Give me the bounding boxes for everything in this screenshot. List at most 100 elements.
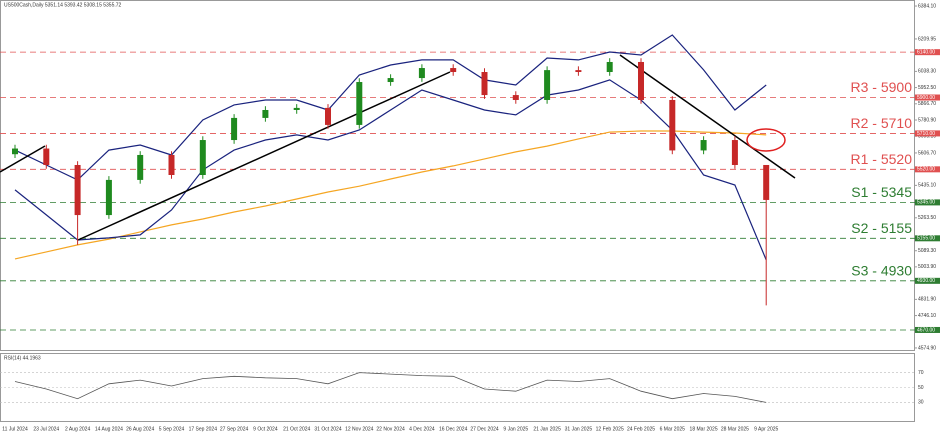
y-tick-label: 4746.10	[918, 313, 936, 319]
candle-body	[137, 154, 144, 180]
rsi-tick-label: 50	[918, 385, 924, 391]
candle-body	[325, 107, 331, 125]
x-tick-label: 12 Nov 2024	[345, 426, 374, 432]
y-tick-label: 5606.70	[918, 150, 936, 156]
level-tag-label: 4930.00	[917, 278, 935, 284]
x-tick-label: 11 Jul 2024	[2, 426, 28, 432]
candle-body	[763, 164, 770, 200]
candle-body	[12, 148, 18, 155]
level-tag-label: 6140.00	[917, 49, 935, 55]
level-tag-label: 5155.00	[917, 236, 935, 242]
chart-title: US500Cash,Daily 5351.14 5393.42 5308.15 …	[4, 2, 122, 8]
candle-body	[450, 68, 457, 73]
level-label: S3 - 4930	[851, 263, 912, 279]
candle-body	[43, 148, 50, 165]
level-tag	[915, 199, 940, 206]
candle-body	[731, 140, 738, 165]
highlight-ellipse	[746, 128, 786, 152]
x-tick-label: 26 Aug 2024	[126, 426, 154, 432]
rsi-tick-label: 70	[918, 370, 924, 376]
level-label: R2 - 5710	[851, 115, 913, 131]
level-tag	[915, 235, 940, 242]
y-tick-label: 5435.10	[918, 183, 936, 189]
x-tick-label: 17 Sep 2024	[189, 426, 218, 432]
level-label: S1 - 5345	[851, 184, 912, 200]
x-tick-label: 28 Mar 2025	[721, 426, 749, 432]
y-tick-label: 5003.90	[918, 264, 936, 270]
x-tick-label: 27 Dec 2024	[470, 426, 499, 432]
candle-body	[168, 154, 175, 175]
x-tick-label: 27 Sep 2024	[220, 426, 249, 432]
x-tick-label: 12 Feb 2025	[596, 426, 624, 432]
level-label: R1 - 5520	[851, 151, 913, 167]
x-tick-label: 31 Jan 2025	[565, 426, 593, 432]
x-tick-label: 6 Mar 2025	[660, 426, 686, 432]
y-tick-label: 6209.95	[918, 36, 936, 42]
x-tick-label: 21 Jan 2025	[533, 426, 561, 432]
level-tag-label: 5520.00	[917, 167, 935, 173]
level-tag	[915, 94, 940, 101]
candle-body	[606, 61, 613, 73]
overlay-line	[14, 79, 767, 261]
level-tag	[915, 166, 940, 173]
candle-body	[105, 179, 112, 216]
trend-line	[77, 71, 451, 241]
level-tag-label: 5900.00	[917, 95, 935, 101]
y-tick-label: 5263.50	[918, 215, 936, 221]
x-tick-label: 18 Mar 2025	[690, 426, 718, 432]
candle-body	[74, 164, 81, 216]
x-tick-label: 23 Jul 2024	[33, 426, 59, 432]
candle-body	[669, 99, 676, 151]
x-tick-label: 24 Feb 2025	[627, 426, 655, 432]
x-tick-label: 9 Apr 2025	[754, 426, 778, 432]
x-tick-label: 5 Sep 2024	[159, 426, 185, 432]
level-tag	[915, 49, 940, 56]
y-tick-label: 6384.10	[918, 3, 936, 9]
y-tick-label: 4831.90	[918, 297, 936, 303]
candle-body	[293, 107, 300, 110]
x-tick-label: 14 Aug 2024	[95, 426, 123, 432]
trend-lines	[0, 54, 796, 241]
x-tick-label: 31 Oct 2024	[314, 426, 341, 432]
y-tick-label: 5089.30	[918, 248, 936, 254]
y-tick-label: 6038.30	[918, 69, 936, 75]
level-tag	[915, 130, 940, 137]
candle-body	[418, 68, 425, 79]
rsi-line	[14, 372, 767, 403]
candle-body	[575, 70, 582, 73]
y-tick-label: 5952.50	[918, 85, 936, 91]
x-tick-label: 9 Jan 2025	[503, 426, 528, 432]
candle-body	[700, 140, 707, 151]
x-tick-label: 2 Aug 2024	[65, 426, 91, 432]
x-tick-label: 22 Nov 2024	[376, 426, 405, 432]
candle-body	[356, 82, 363, 125]
level-tag-label: 4670.00	[917, 327, 935, 333]
x-tick-label: 21 Oct 2024	[283, 426, 310, 432]
candle-body	[512, 95, 519, 100]
x-tick-label: 4 Dec 2024	[409, 426, 435, 432]
level-tag-label: 5345.00	[917, 200, 935, 206]
candle-body	[262, 109, 269, 118]
y-tick-label: 5695.10	[918, 134, 936, 140]
level-label: R3 - 5900	[851, 79, 913, 95]
level-label: S2 - 5155	[851, 220, 912, 236]
main-frame	[0, 0, 915, 351]
candle-body	[387, 78, 394, 83]
overlay-line	[14, 130, 767, 260]
overlay-line	[14, 34, 767, 181]
level-tag	[915, 326, 940, 333]
x-tick-label: 16 Dec 2024	[439, 426, 468, 432]
candle-body	[638, 61, 644, 100]
y-tick-label: 4574.90	[918, 345, 936, 351]
trend-line	[0, 145, 46, 173]
rsi-title: RSI(14) 44.1963	[4, 355, 41, 361]
y-tick-label: 5866.70	[918, 101, 936, 107]
candle-body	[199, 140, 206, 175]
candle-body	[231, 117, 238, 141]
candle-body	[544, 70, 551, 100]
x-tick-label: 9 Oct 2024	[253, 426, 278, 432]
level-tag	[915, 277, 940, 284]
candle-body	[481, 72, 488, 96]
rsi-tick-label: 30	[918, 400, 924, 406]
